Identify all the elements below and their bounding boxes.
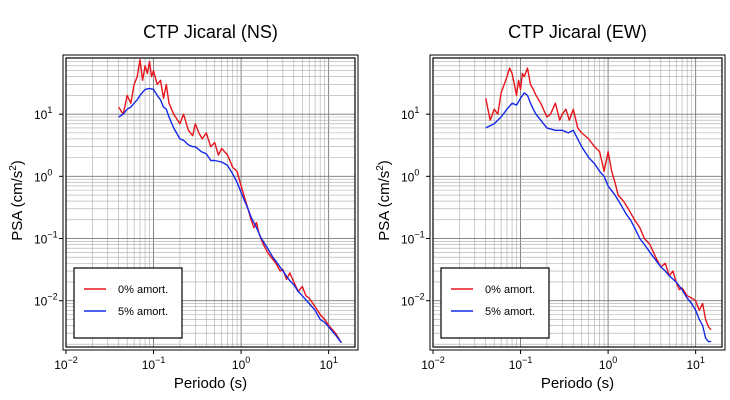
x-tick-label: 100 xyxy=(232,355,250,372)
series-line-blue xyxy=(485,92,712,343)
plot-frame-outer xyxy=(429,54,726,351)
y-tick-label: 101 xyxy=(34,105,52,122)
plot-frame xyxy=(65,57,356,348)
x-tick-label: 101 xyxy=(319,355,337,372)
y-tick-label: 10−1 xyxy=(401,230,425,247)
y-tick-label: 101 xyxy=(401,105,419,122)
x-axis-label: Periodo (s) xyxy=(541,375,614,392)
legend-label: 5% amort. xyxy=(485,306,535,318)
legend-label: 0% amort. xyxy=(485,284,535,296)
x-tick-label: 10−2 xyxy=(421,355,445,372)
x-tick-label: 10−2 xyxy=(54,355,78,372)
legend-label: 5% amort. xyxy=(118,306,168,318)
x-tick-label: 101 xyxy=(686,355,704,372)
y-tick-label: 10−1 xyxy=(34,230,58,247)
x-axis-label: Periodo (s) xyxy=(174,375,247,392)
series-line-blue xyxy=(118,87,342,344)
y-tick-label: 100 xyxy=(401,167,419,184)
y-axis-label: PSA (cm/s2) xyxy=(8,160,26,241)
chart-panel-1: 10−2 10−1 100 101 10−2 10−1 100 101 CTP Jicaral … xyxy=(8,22,359,392)
grid xyxy=(432,57,723,347)
x-tick-label: 10−1 xyxy=(142,355,166,372)
legend: 0% amort. 5% amort. xyxy=(73,267,183,339)
y-tick-label: 10−2 xyxy=(34,292,58,309)
y-axis-label: PSA (cm/s2) xyxy=(375,160,393,241)
legend-box xyxy=(440,267,550,339)
legend: 0% amort. 5% amort. xyxy=(440,267,550,339)
plot-frame-outer xyxy=(62,54,359,351)
y-tick-label: 100 xyxy=(34,167,52,184)
plot-frame xyxy=(432,57,723,348)
chart-title: CTP Jicaral (NS) xyxy=(143,22,278,42)
x-tick-label: 100 xyxy=(599,355,617,372)
series-line-red xyxy=(118,59,342,344)
x-tick-label: 10−1 xyxy=(509,355,533,372)
legend-label: 0% amort. xyxy=(118,284,168,296)
legend-box xyxy=(73,267,183,339)
chart-panel-2: 10−2 10−1 100 101 10−2 10−1 100 101 CTP Jicaral … xyxy=(375,22,726,392)
chart-title: CTP Jicaral (EW) xyxy=(508,22,647,42)
y-tick-label: 10−2 xyxy=(401,292,425,309)
